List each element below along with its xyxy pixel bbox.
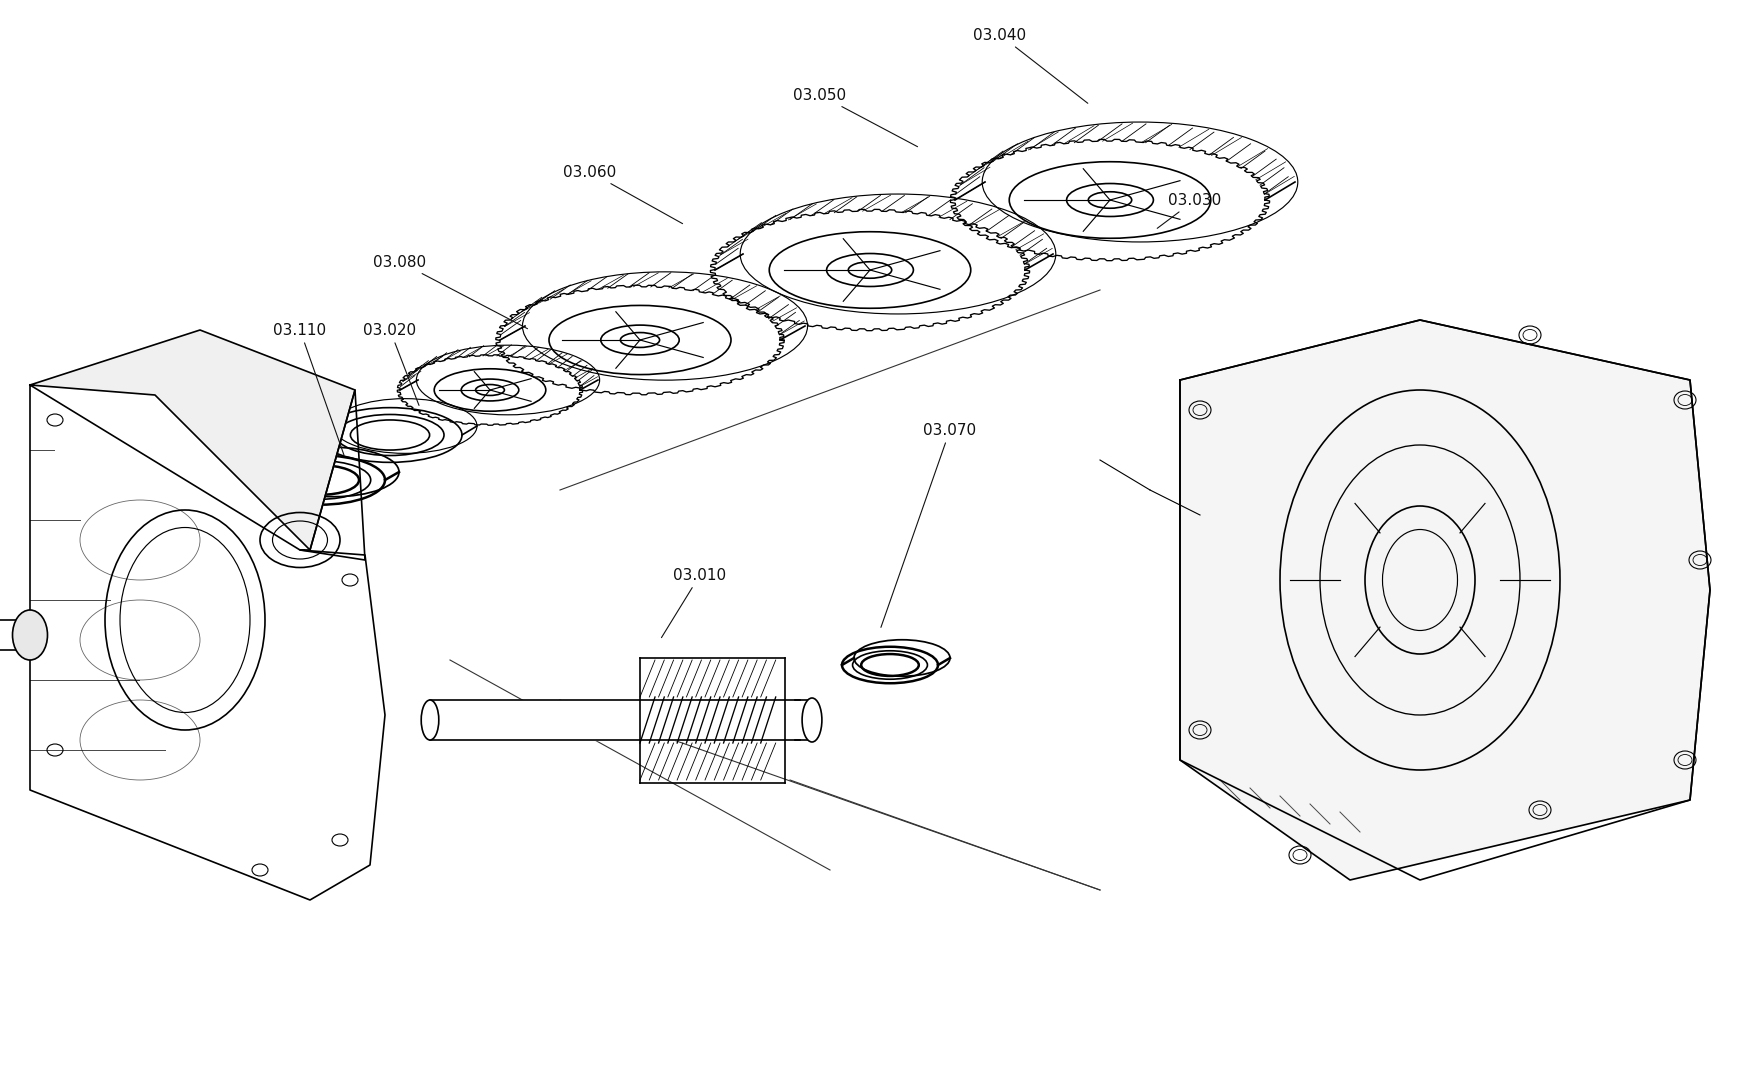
Text: 03.070: 03.070 [880,423,976,627]
Ellipse shape [421,700,438,740]
Polygon shape [30,330,355,550]
Polygon shape [1179,320,1709,880]
Text: 03.110: 03.110 [273,322,344,456]
Text: 03.060: 03.060 [563,165,682,224]
Text: 03.010: 03.010 [661,567,727,638]
Ellipse shape [621,333,659,348]
Text: 03.020: 03.020 [363,322,419,406]
Text: 03.050: 03.050 [793,88,916,147]
Text: 03.080: 03.080 [374,255,527,328]
Text: 03.040: 03.040 [972,28,1087,104]
Ellipse shape [849,262,890,278]
Ellipse shape [802,698,821,742]
Ellipse shape [475,384,504,396]
Text: 03.030: 03.030 [1156,193,1221,228]
Ellipse shape [12,610,47,660]
Ellipse shape [1087,192,1130,209]
